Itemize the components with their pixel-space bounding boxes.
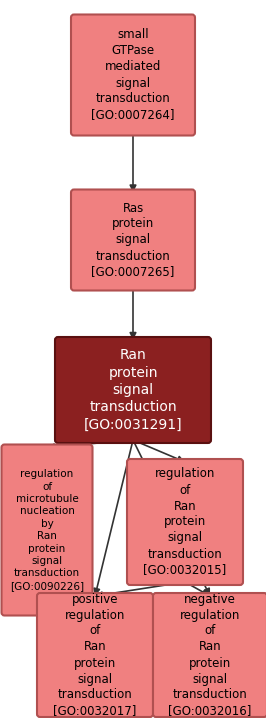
FancyBboxPatch shape <box>2 444 93 615</box>
Text: regulation
of
microtubule
nucleation
by
Ran
protein
signal
transduction
[GO:0090: regulation of microtubule nucleation by … <box>10 469 84 591</box>
FancyBboxPatch shape <box>71 190 195 291</box>
FancyBboxPatch shape <box>153 593 266 717</box>
Text: small
GTPase
mediated
signal
transduction
[GO:0007264]: small GTPase mediated signal transductio… <box>91 29 175 121</box>
Text: negative
regulation
of
Ran
protein
signal
transduction
[GO:0032016]: negative regulation of Ran protein signa… <box>168 592 252 717</box>
FancyBboxPatch shape <box>71 14 195 136</box>
Text: positive
regulation
of
Ran
protein
signal
transduction
[GO:0032017]: positive regulation of Ran protein signa… <box>53 592 137 717</box>
Text: Ras
protein
signal
transduction
[GO:0007265]: Ras protein signal transduction [GO:0007… <box>91 202 175 279</box>
FancyBboxPatch shape <box>55 337 211 443</box>
Text: regulation
of
Ran
protein
signal
transduction
[GO:0032015]: regulation of Ran protein signal transdu… <box>143 467 227 577</box>
Text: Ran
protein
signal
transduction
[GO:0031291]: Ran protein signal transduction [GO:0031… <box>84 348 182 432</box>
FancyBboxPatch shape <box>127 459 243 585</box>
FancyBboxPatch shape <box>37 593 153 717</box>
